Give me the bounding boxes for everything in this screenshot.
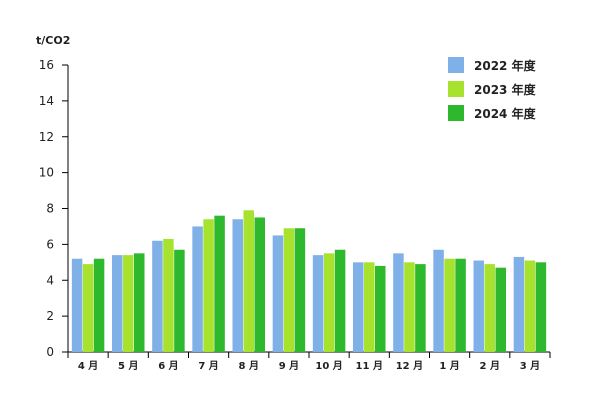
y-tick-label: 2 bbox=[46, 309, 54, 323]
x-tick-label: 12 月 bbox=[396, 360, 423, 372]
x-tick-label: 4 月 bbox=[78, 360, 98, 372]
bar bbox=[535, 262, 547, 352]
bar bbox=[82, 264, 94, 352]
y-tick-label: 12 bbox=[39, 130, 54, 144]
bar bbox=[524, 260, 536, 352]
bar bbox=[404, 262, 415, 352]
bar bbox=[174, 249, 185, 352]
y-tick-label: 0 bbox=[46, 345, 54, 359]
bar bbox=[163, 238, 174, 352]
bar bbox=[203, 219, 214, 352]
y-tick-label: 14 bbox=[39, 94, 54, 108]
bar bbox=[433, 249, 444, 352]
bar bbox=[495, 267, 506, 352]
bar bbox=[473, 260, 484, 352]
legend-label: 2022 年度 bbox=[474, 58, 537, 73]
bar bbox=[323, 253, 335, 352]
y-axis: 0 2 4 6 8 10 12 14 16 bbox=[39, 58, 69, 359]
bar bbox=[123, 255, 134, 352]
bar bbox=[455, 258, 466, 352]
legend-swatch bbox=[448, 105, 464, 121]
legend-label: 2023 年度 bbox=[474, 82, 537, 97]
x-tick-label: 3 月 bbox=[520, 360, 540, 372]
legend-swatch bbox=[448, 57, 464, 73]
bar bbox=[393, 253, 404, 352]
x-tick-label: 2 月 bbox=[480, 360, 500, 372]
bars bbox=[71, 210, 547, 352]
bar bbox=[312, 255, 324, 352]
y-tick-label: 4 bbox=[46, 273, 54, 287]
x-tick-label: 10 月 bbox=[315, 360, 342, 372]
bar bbox=[272, 235, 284, 352]
bar bbox=[415, 264, 426, 352]
bar bbox=[375, 265, 386, 352]
bar bbox=[93, 258, 105, 352]
bar bbox=[334, 249, 346, 352]
bar bbox=[254, 217, 265, 352]
legend: 2022 年度 2023 年度 2024 年度 bbox=[448, 57, 537, 121]
bar bbox=[513, 256, 525, 352]
bar bbox=[484, 264, 495, 352]
x-tick-label: 9 月 bbox=[279, 360, 299, 372]
x-tick-label: 1 月 bbox=[439, 360, 459, 372]
x-tick-label: 6 月 bbox=[158, 360, 178, 372]
y-axis-unit-label: t/CO2 bbox=[36, 34, 70, 47]
bar bbox=[294, 228, 306, 352]
y-tick-label: 16 bbox=[39, 58, 54, 72]
bar bbox=[112, 255, 123, 352]
bar bbox=[364, 262, 375, 352]
legend-swatch bbox=[448, 81, 464, 97]
bar bbox=[152, 240, 163, 352]
x-tick-label: 7 月 bbox=[198, 360, 218, 372]
x-tick-label: 11 月 bbox=[356, 360, 383, 372]
bar bbox=[192, 226, 203, 352]
x-tick-label: 5 月 bbox=[118, 360, 138, 372]
x-axis: 4 月 5 月 6 月 7 月 8 月 9 月 10 月 11 月 12 月 1 月 2 月 3 月 bbox=[67, 351, 551, 372]
y-tick-label: 10 bbox=[39, 166, 54, 180]
bar bbox=[232, 219, 243, 352]
y-tick-label: 6 bbox=[46, 237, 54, 251]
bar bbox=[444, 258, 455, 352]
legend-label: 2024 年度 bbox=[474, 106, 537, 121]
y-tick-label: 8 bbox=[46, 202, 54, 216]
x-tick-label: 8 月 bbox=[239, 360, 259, 372]
bar bbox=[71, 258, 83, 352]
bar bbox=[134, 253, 145, 352]
bar bbox=[353, 262, 364, 352]
bar bbox=[214, 215, 225, 352]
bar bbox=[283, 228, 295, 352]
bar bbox=[243, 210, 254, 352]
